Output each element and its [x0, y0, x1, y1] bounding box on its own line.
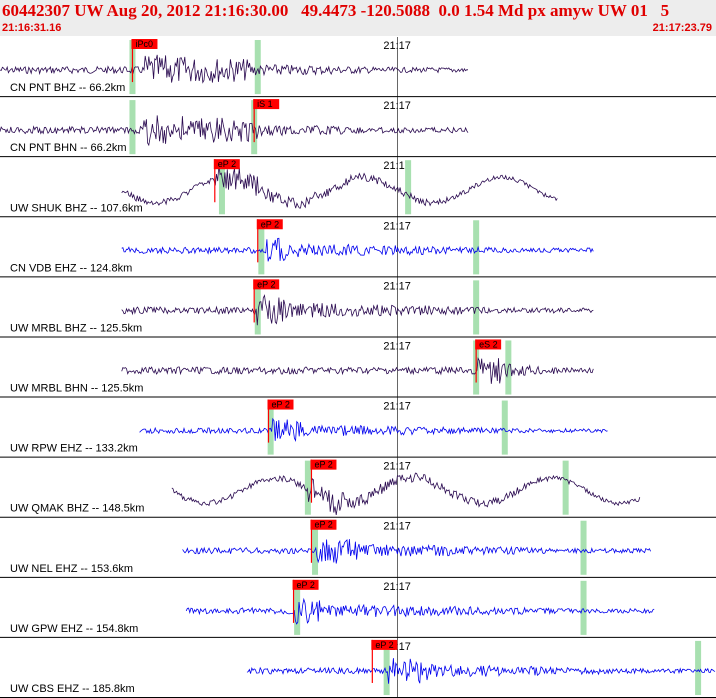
minute-tick-label: 21:17 [383, 521, 411, 533]
pick-flag [213, 159, 240, 170]
pick-label: iPc0 [135, 39, 153, 49]
pick-bar [254, 40, 261, 95]
pick-flag [131, 39, 158, 49]
pick-bar [501, 400, 508, 455]
pick-bar [473, 280, 480, 335]
pick-bar [254, 280, 261, 335]
station-label: UW NEL EHZ -- 153.6km [10, 563, 133, 575]
waveform-trace [121, 357, 594, 384]
pick-bar [129, 100, 136, 155]
pick-bar [580, 520, 587, 575]
pick-label: iS 1 [257, 99, 273, 109]
waveform-trace [182, 539, 651, 564]
minute-tick-label: 21:17 [383, 280, 411, 292]
pick-label: eS 2 [479, 339, 498, 349]
station-label: CN VDB EHZ -- 124.8km [10, 262, 132, 274]
waveform-trace [121, 237, 594, 262]
waveform-trace [121, 164, 558, 209]
event-title: 60442307 UW Aug 20, 2012 21:16:30.00 49.… [2, 1, 670, 20]
seismogram-panel: 21:17 iPc0 CN PNT BHZ -- 66.2km 21:17 iS 1 CN… [0, 37, 716, 698]
pick-label: eP 2 [261, 219, 279, 229]
minute-tick-label: 21:17 [383, 401, 411, 413]
station-label: CN PNT BHN -- 66.2km [10, 142, 127, 154]
minute-tick-label: 21:17 [383, 581, 411, 593]
pick-bar [405, 160, 412, 215]
pick-bar [218, 160, 225, 215]
waveform-trace [246, 658, 716, 684]
pick-flag [310, 459, 337, 470]
minute-tick-label: 21:17 [383, 340, 411, 352]
start-time: 21:16:31.16 [2, 22, 62, 34]
pick-flag [253, 279, 280, 290]
waveform-trace [139, 417, 608, 442]
minute-tick-label: 21:17 [383, 461, 411, 473]
pick-bar [294, 580, 301, 635]
station-label: UW CBS EHZ -- 185.8km [10, 683, 135, 695]
pick-label: eP 2 [272, 400, 290, 410]
pick-label: eP 2 [314, 520, 332, 530]
end-time: 21:17:23.79 [652, 22, 712, 34]
pick-flag [371, 639, 398, 650]
station-label: UW MRBL BHN -- 125.5km [10, 383, 143, 395]
waveform-trace [171, 472, 641, 516]
minute-tick-label: 21:17 [383, 100, 411, 112]
pick-flag [310, 519, 337, 530]
pick-bar [383, 640, 390, 695]
pick-bar [695, 640, 702, 695]
pick-label: eP 2 [218, 159, 236, 169]
station-label: UW GPW EHZ -- 154.8km [10, 623, 138, 635]
waveform-trace [0, 54, 469, 84]
pick-bar [562, 460, 569, 515]
pick-flag [292, 579, 319, 590]
pick-label: eP 2 [375, 640, 393, 650]
pick-label: eP 2 [297, 580, 315, 590]
station-label: UW MRBL BHZ -- 125.5km [10, 322, 142, 334]
pick-label: eP 2 [314, 460, 332, 470]
station-label: CN PNT BHZ -- 66.2km [10, 82, 125, 94]
minute-tick-label: 21:17 [383, 40, 411, 52]
pick-flag [475, 339, 502, 350]
waveform-trace [121, 294, 594, 326]
station-label: UW SHUK BHZ -- 107.6km [10, 202, 143, 214]
pick-flag [256, 219, 283, 230]
pick-label: eP 2 [257, 279, 275, 289]
minute-tick-label: 21:17 [383, 220, 411, 232]
header-bar: 60442307 UW Aug 20, 2012 21:16:30.00 49.… [0, 0, 716, 36]
station-label: UW QMAK BHZ -- 148.5km [10, 503, 144, 515]
pick-bar [258, 220, 265, 275]
pick-bar [473, 220, 480, 275]
waveform-trace [185, 597, 655, 625]
pick-bar [312, 520, 319, 575]
pick-bar [267, 400, 274, 455]
waveform-trace [0, 115, 469, 147]
minute-tick-label: 21:17 [383, 160, 411, 172]
pick-bar [304, 460, 311, 515]
pick-bar [580, 580, 587, 635]
pick-flag [253, 99, 280, 110]
pick-flag [267, 399, 294, 410]
station-label: UW RPW EHZ -- 133.2km [10, 443, 138, 455]
